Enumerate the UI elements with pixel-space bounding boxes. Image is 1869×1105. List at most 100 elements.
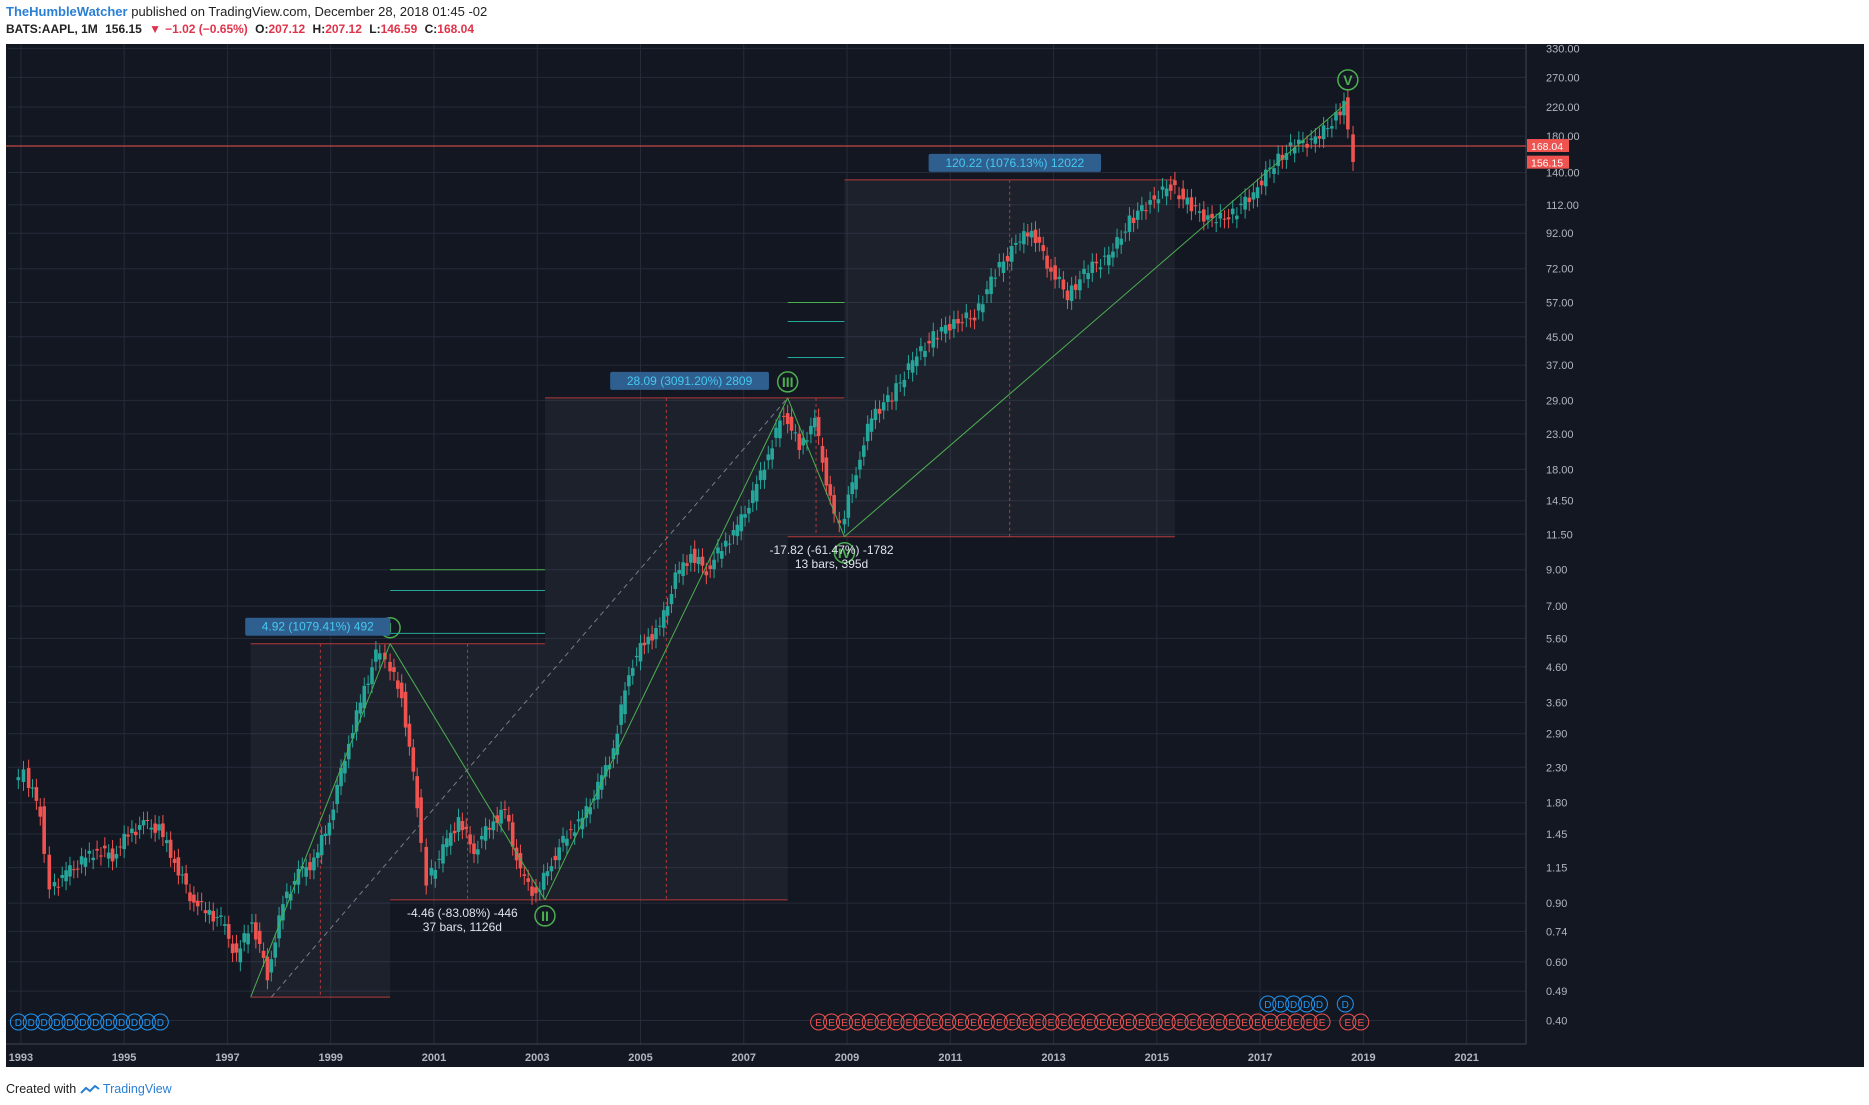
candle-body — [805, 440, 809, 442]
earnings-marker — [1094, 1013, 1112, 1031]
y-tick-label: 14.50 — [1546, 496, 1574, 508]
earnings-marker — [1081, 1013, 1099, 1031]
candle-body — [862, 445, 866, 457]
down-arrow-icon: ▼ — [149, 22, 162, 36]
candle-body — [557, 847, 561, 861]
earnings-marker-label: E — [1357, 1018, 1364, 1029]
candle-body — [997, 262, 1002, 268]
candle-body — [56, 886, 61, 888]
candle-body — [292, 881, 297, 885]
candle-body — [743, 514, 747, 518]
candle-body — [491, 821, 496, 831]
chart-panel[interactable]: 330.00 270.00 220.00 180.00 140.00 112.00 92.0… — [6, 43, 1864, 1067]
candle-body — [1251, 192, 1256, 200]
candle-body — [1152, 195, 1157, 200]
candle-body — [346, 743, 351, 760]
candle-body — [534, 887, 538, 894]
candle-body — [865, 423, 870, 442]
candle-body — [1005, 255, 1010, 262]
candle-body — [269, 959, 274, 973]
dividend-marker-label: D — [1303, 1000, 1310, 1011]
candle-body — [1202, 209, 1206, 222]
dividend-marker — [61, 1013, 79, 1031]
candle-body — [1111, 251, 1115, 258]
candle-body — [816, 417, 821, 436]
candle-body — [407, 723, 412, 747]
candle-body — [429, 868, 434, 876]
earnings-marker — [1223, 1013, 1241, 1031]
candle-body — [923, 350, 927, 358]
x-tick-label: 2017 — [1248, 1052, 1272, 1064]
earnings-marker — [1132, 1013, 1150, 1031]
earnings-marker-label: E — [1293, 1018, 1300, 1029]
y-tick-label: 0.49 — [1546, 986, 1567, 998]
earnings-marker-label: E — [1215, 1018, 1222, 1029]
candle-body — [1239, 203, 1243, 206]
y-tick-label: 92.00 — [1546, 228, 1574, 240]
earnings-marker — [1313, 1013, 1331, 1031]
candle-body — [211, 910, 216, 922]
candle-body — [1018, 241, 1022, 243]
candle-body — [627, 675, 631, 687]
candle-body — [445, 838, 449, 848]
candle-body — [42, 806, 46, 854]
candle-body — [712, 559, 716, 570]
candle-body — [234, 943, 239, 953]
candle-body — [553, 855, 558, 861]
measure-label: 28.09 (3091.20%) 2809 — [627, 374, 753, 388]
candle-body — [207, 909, 212, 915]
candle-body — [415, 776, 419, 809]
price-tag-label: 156.15 — [1531, 158, 1563, 170]
candle-body — [1164, 188, 1169, 197]
y-tick-label: 112.00 — [1546, 200, 1579, 212]
candle-body — [1230, 208, 1235, 215]
candle-body — [265, 956, 270, 981]
candle-body — [1033, 229, 1038, 243]
candle-body — [968, 318, 973, 320]
dividend-marker-label: D — [118, 1018, 125, 1029]
candle-body — [99, 855, 103, 857]
candle-body — [1346, 97, 1350, 130]
created-with-text: Created with — [6, 1082, 77, 1096]
candle-body — [377, 653, 382, 660]
candle-body — [452, 830, 457, 834]
candle-body — [215, 916, 219, 918]
candle-body — [658, 625, 662, 627]
candle-body — [1177, 195, 1181, 200]
candle-body — [312, 857, 316, 871]
candle-body — [95, 848, 99, 851]
candle-body — [437, 858, 441, 860]
candle-body — [1001, 261, 1006, 273]
candle-body — [16, 777, 21, 781]
candle-body — [34, 787, 39, 801]
candle-body — [681, 562, 685, 576]
candle-body — [1317, 136, 1322, 139]
candle-body — [323, 833, 328, 837]
x-tick-label: 1997 — [215, 1052, 239, 1064]
candle-body — [1247, 197, 1252, 203]
y-tick-label: 330.00 — [1546, 44, 1580, 55]
candle-body — [766, 454, 771, 461]
tradingview-link[interactable]: TradingView — [102, 1082, 172, 1096]
candle-body — [1330, 126, 1334, 129]
publish-line: TheHumbleWatcher published on TradingVie… — [6, 4, 487, 19]
candle-body — [153, 823, 157, 833]
candle-body — [79, 856, 84, 865]
candle-body — [141, 820, 146, 826]
earnings-marker — [861, 1013, 879, 1031]
candle-body — [1014, 243, 1018, 245]
x-tick-label: 2009 — [835, 1052, 859, 1064]
candle-body — [981, 304, 985, 313]
candle-body — [735, 524, 740, 537]
price-chart[interactable]: 330.00270.00220.00180.00140.00112.0092.0… — [6, 43, 1864, 1067]
earnings-marker-label: E — [919, 1018, 926, 1029]
candle-body — [499, 809, 503, 824]
earnings-marker-label: E — [815, 1018, 822, 1029]
symbol-label[interactable]: BATS:AAPL, 1M — [6, 22, 98, 36]
last-price: 156.15 — [105, 22, 142, 36]
candle-body — [1218, 212, 1223, 219]
author-link[interactable]: TheHumbleWatcher — [6, 4, 128, 19]
candle-body — [1025, 232, 1030, 237]
candle-body — [362, 685, 367, 709]
candle-body — [518, 853, 523, 869]
